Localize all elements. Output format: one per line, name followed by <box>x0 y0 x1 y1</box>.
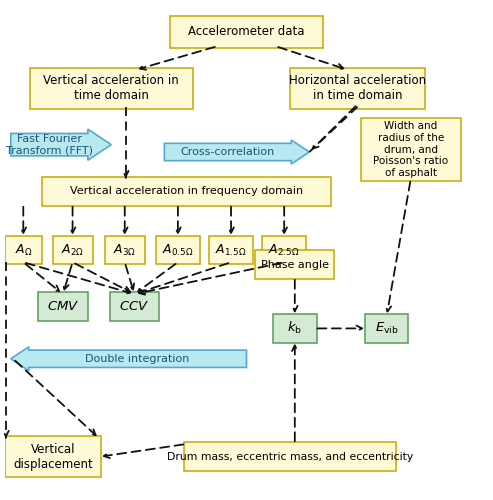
FancyBboxPatch shape <box>262 236 306 264</box>
Text: Vertical acceleration in frequency domain: Vertical acceleration in frequency domai… <box>70 186 303 196</box>
FancyBboxPatch shape <box>38 292 88 320</box>
Text: $A_{2.5\Omega}$: $A_{2.5\Omega}$ <box>269 242 300 258</box>
Text: Fast Fourier
Transform (FFT): Fast Fourier Transform (FFT) <box>6 134 93 156</box>
Text: Phase angle: Phase angle <box>261 260 329 270</box>
FancyBboxPatch shape <box>105 236 145 264</box>
Text: $CCV$: $CCV$ <box>119 300 149 313</box>
Polygon shape <box>11 347 246 371</box>
Text: $A_{\Omega}$: $A_{\Omega}$ <box>14 242 32 258</box>
Text: $CMV$: $CMV$ <box>47 300 79 313</box>
FancyBboxPatch shape <box>41 176 331 206</box>
Text: Vertical acceleration in
time domain: Vertical acceleration in time domain <box>43 74 179 102</box>
Text: $A_{2\Omega}$: $A_{2\Omega}$ <box>61 242 84 258</box>
Text: Horizontal acceleration
in time domain: Horizontal acceleration in time domain <box>289 74 426 102</box>
FancyBboxPatch shape <box>5 236 41 264</box>
Text: Accelerometer data: Accelerometer data <box>188 26 305 38</box>
FancyBboxPatch shape <box>184 442 396 472</box>
FancyBboxPatch shape <box>273 314 317 342</box>
FancyBboxPatch shape <box>53 236 93 264</box>
FancyBboxPatch shape <box>5 436 101 477</box>
FancyBboxPatch shape <box>109 292 159 320</box>
FancyBboxPatch shape <box>210 236 253 264</box>
FancyBboxPatch shape <box>290 68 425 108</box>
Text: Vertical
displacement: Vertical displacement <box>13 443 93 471</box>
Text: Drum mass, eccentric mass, and eccentricity: Drum mass, eccentric mass, and eccentric… <box>167 452 413 462</box>
Text: $E_{\mathrm{vib}}$: $E_{\mathrm{vib}}$ <box>375 321 398 336</box>
Polygon shape <box>164 140 309 164</box>
Polygon shape <box>11 129 111 160</box>
Text: $A_{1.5\Omega}$: $A_{1.5\Omega}$ <box>215 242 247 258</box>
Text: $A_{3\Omega}$: $A_{3\Omega}$ <box>113 242 136 258</box>
FancyBboxPatch shape <box>170 16 323 48</box>
FancyBboxPatch shape <box>360 118 461 181</box>
Text: Cross-correlation: Cross-correlation <box>180 147 275 157</box>
Text: $k_{\mathrm{b}}$: $k_{\mathrm{b}}$ <box>287 320 302 336</box>
Text: Double integration: Double integration <box>85 354 190 364</box>
Text: $A_{0.5\Omega}$: $A_{0.5\Omega}$ <box>162 242 194 258</box>
FancyBboxPatch shape <box>255 250 334 279</box>
FancyBboxPatch shape <box>156 236 200 264</box>
FancyBboxPatch shape <box>30 68 193 108</box>
FancyBboxPatch shape <box>365 314 408 342</box>
Text: Width and
radius of the
drum, and
Poisson's ratio
of asphalt: Width and radius of the drum, and Poisso… <box>373 122 448 178</box>
